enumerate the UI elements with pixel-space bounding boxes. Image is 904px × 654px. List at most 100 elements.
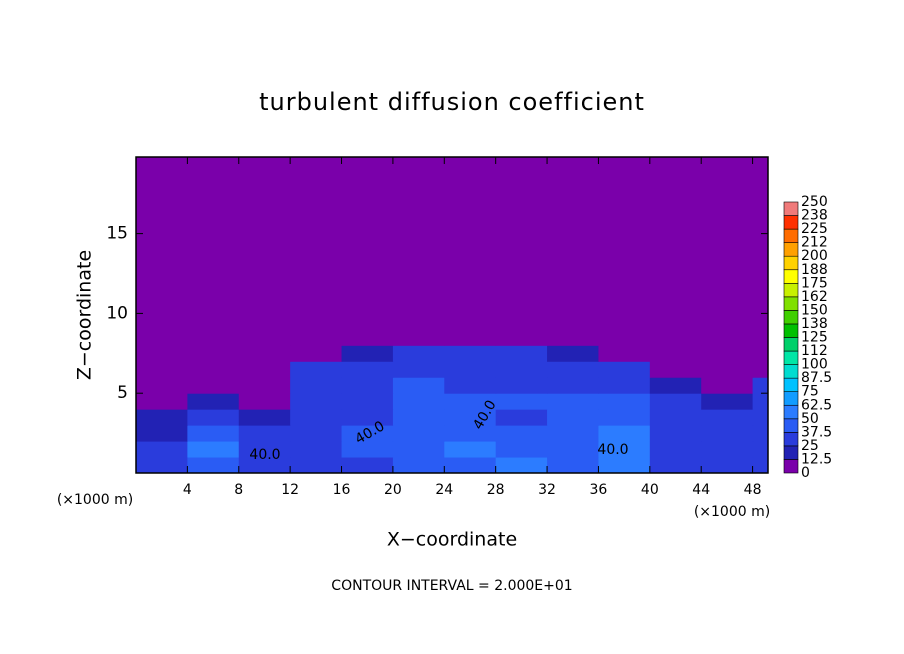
field-cell [187,345,240,362]
contour-label: 40.0 [249,447,280,463]
field-cell [495,409,548,426]
x-tick-label: 44 [692,482,710,498]
field-cell [341,377,394,394]
field-cell [290,409,343,426]
field-cell [392,361,445,378]
field-cell [444,457,497,474]
colorbar-label: 37.5 [801,424,832,440]
field-cell [752,409,769,426]
colorbar-label: 162 [801,289,828,305]
field-cell [238,409,291,426]
plot-frame [135,156,769,474]
field-cell [598,457,651,474]
field-cell [752,393,769,410]
field-cell [187,425,240,442]
field-cell [392,393,445,410]
x-tick-label: 48 [744,482,762,498]
colorbar-swatch [783,296,799,311]
x-tick-label: 16 [333,482,351,498]
field-cell [136,157,188,346]
colorbar-label: 75 [801,384,819,400]
field-cell [392,457,445,474]
field-cell [547,425,599,442]
field-cell [649,157,702,346]
field-cell [495,441,548,458]
y-tick-label: 10 [106,303,128,323]
colorbar-label: 0 [801,465,810,481]
field-cell [547,393,599,410]
field-cell [495,457,548,474]
field-cell [495,345,548,362]
colorbar-label: 238 [801,208,828,224]
field-cell [238,377,291,394]
colorbar-label: 87.5 [801,370,832,386]
field-cell [341,345,394,362]
field-cell [290,441,343,458]
colorbar-swatch [783,350,799,365]
x-tick-label: 40 [641,482,659,498]
field-cell [701,393,754,410]
field-cell [649,345,702,362]
field-cell [495,377,548,394]
field-cell [187,441,240,458]
contour-label: 40.0 [597,442,628,458]
field-cell [136,441,188,458]
field-cell [444,361,497,378]
field-cell [701,457,754,474]
field-cell [392,425,445,442]
colorbar-swatch [783,215,799,230]
field-cell [547,409,599,426]
field-cell [136,425,188,442]
x-axis-label: X−coordinate [387,529,517,551]
field-cell [649,409,702,426]
colorbar-label: 62.5 [801,397,832,413]
field-cell [547,377,599,394]
field-cell [290,393,343,410]
field-cell [752,377,769,394]
x-tick-label: 4 [183,482,192,498]
colorbar-label: 250 [801,194,828,210]
field-cell [495,393,548,410]
colorbar-swatch [783,377,799,392]
field-cell [752,345,769,362]
field-cell [136,393,188,410]
colorbar-swatch [783,323,799,338]
field-cell [547,345,599,362]
colorbar-label: 100 [801,357,828,373]
y-tick-label: 5 [117,383,128,403]
colorbar-swatch [783,391,799,406]
field-cell [495,425,548,442]
field-cell [392,157,445,346]
footer: CONTOUR INTERVAL = 2.000E+01 [331,578,572,594]
field-cell [547,361,599,378]
field-cell [598,377,651,394]
field-cell [752,441,769,458]
field-cell [547,457,599,474]
field-cell [238,457,291,474]
field-cell [649,457,702,474]
field-cell [752,425,769,442]
field-cell [701,425,754,442]
field-cell [290,425,343,442]
field-cell [444,393,497,410]
colorbar-label: 25 [801,438,819,454]
field-cell [238,393,291,410]
field-cell [392,377,445,394]
colorbar-label: 225 [801,221,828,237]
colorbar-label: 188 [801,262,828,278]
field-cell [444,425,497,442]
colorbar-swatch [783,459,799,474]
field-cell [649,425,702,442]
field-cell [444,345,497,362]
field-cell [547,157,599,346]
colorbar-swatch [783,310,799,325]
x-unit-right: (×1000 m) [694,504,770,520]
field-cell [444,157,497,346]
colorbar-label: 150 [801,302,828,318]
field-cell [187,361,240,378]
field-cell [701,441,754,458]
field-cell [752,361,769,378]
y-tick-label: 15 [106,224,128,244]
field-cell [444,409,497,426]
